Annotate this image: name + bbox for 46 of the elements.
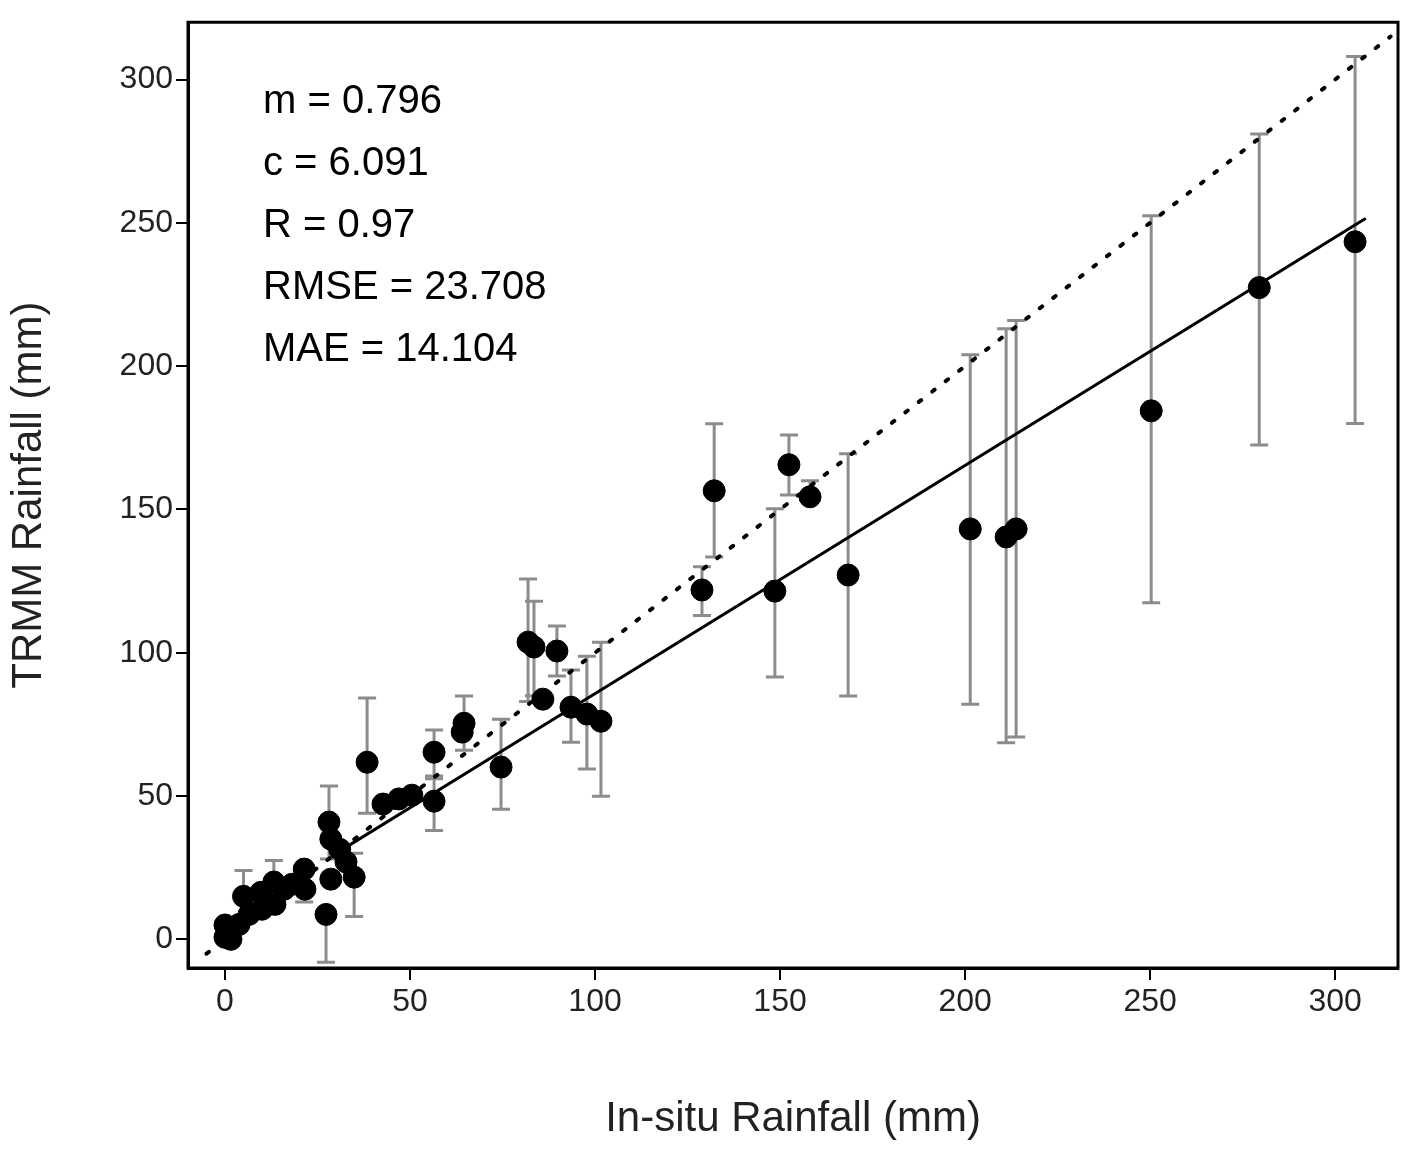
y-tick-label: 300: [119, 59, 173, 96]
point: [355, 750, 379, 774]
y-axis-title: TRMM Rainfall (mm): [2, 301, 50, 689]
y-tick-label: 150: [119, 489, 173, 526]
y-tick-label: 250: [119, 202, 173, 239]
point: [1247, 276, 1271, 300]
x-axis-title: In-situ Rainfall (mm): [605, 1093, 981, 1141]
point: [522, 635, 546, 659]
annotation: c = 6.091: [263, 139, 429, 184]
annotation: R = 0.97: [263, 201, 416, 246]
y-tick-label: 50: [137, 775, 173, 812]
x-tick-label: 50: [392, 982, 428, 1019]
point: [232, 884, 256, 908]
annotation: MAE = 14.104: [263, 325, 518, 370]
point: [531, 687, 555, 711]
x-tick-label: 150: [753, 982, 807, 1019]
point: [422, 740, 446, 764]
point: [994, 525, 1018, 549]
y-tick-label: 100: [119, 632, 173, 669]
x-tick-label: 200: [938, 982, 992, 1019]
point: [690, 578, 714, 602]
x-tick-label: 100: [568, 982, 622, 1019]
point: [559, 695, 583, 719]
point: [314, 902, 338, 926]
point: [798, 485, 822, 509]
x-tick-label: 250: [1123, 982, 1177, 1019]
point: [319, 867, 343, 891]
annotation: RMSE = 23.708: [263, 263, 547, 308]
point: [777, 453, 801, 477]
point: [371, 792, 395, 816]
point: [489, 755, 513, 779]
point: [702, 479, 726, 503]
point: [292, 857, 316, 881]
point: [422, 789, 446, 813]
y-tick-label: 0: [155, 919, 173, 956]
point: [1139, 399, 1163, 423]
x-tick-label: 300: [1308, 982, 1362, 1019]
x-tick-label: 0: [216, 982, 234, 1019]
point: [958, 517, 982, 541]
point: [836, 563, 860, 587]
annotation: m = 0.796: [263, 77, 443, 122]
y-tick-label: 200: [119, 345, 173, 382]
point: [1343, 230, 1367, 254]
point: [763, 579, 787, 603]
point: [545, 639, 569, 663]
point: [319, 827, 343, 851]
